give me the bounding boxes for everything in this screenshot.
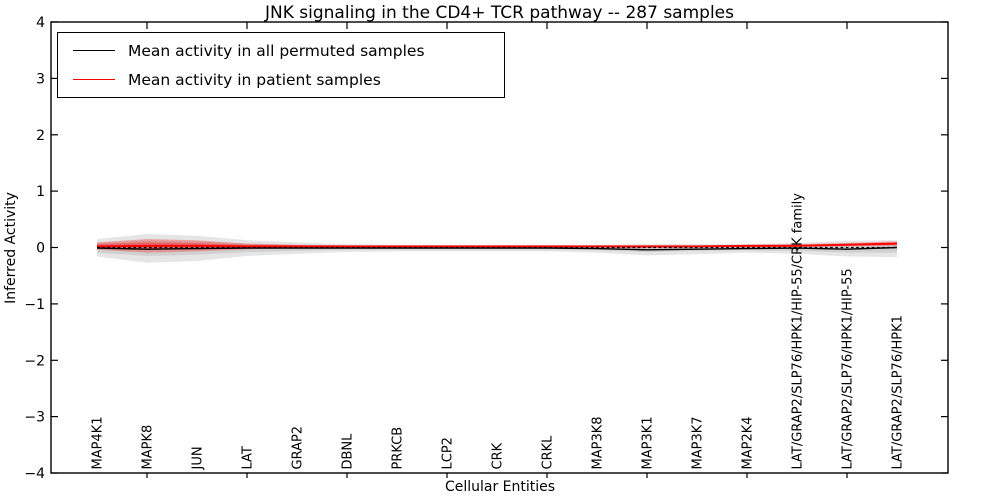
y-tick-label: 0 [36, 241, 45, 257]
legend: Mean activity in all permuted samples Me… [57, 32, 505, 98]
y-tick-label: 3 [36, 71, 45, 87]
legend-item-patient: Mean activity in patient samples [58, 65, 504, 94]
x-tick-label: LAT/GRAP2/SLP76/HPK1/HIP-55/CRK family [791, 193, 806, 470]
x-tick-label: LAT [241, 446, 256, 469]
y-tick-label: 4 [36, 15, 45, 31]
x-tick-label: MAP4K1 [91, 416, 106, 469]
legend-label-patient: Mean activity in patient samples [128, 70, 381, 89]
legend-item-permuted: Mean activity in all permuted samples [58, 36, 504, 65]
x-tick-label: DBNL [341, 433, 356, 470]
y-axis-label: Inferred Activity [3, 192, 19, 304]
y-tick-label: −1 [24, 297, 45, 313]
x-tick-label: MAP3K7 [691, 416, 706, 469]
series-line-permuted [96, 246, 898, 251]
y-tick-label: 2 [36, 128, 45, 144]
legend-line-sample-patient [73, 79, 115, 80]
legend-line-sample-permuted [73, 50, 115, 51]
x-tick-label: GRAP2 [291, 426, 306, 470]
series-line-patient [96, 242, 898, 248]
y-tick-label: −4 [24, 466, 45, 482]
x-tick-label: PRKCB [391, 427, 406, 470]
x-tick-label: LAT/GRAP2/SLP76/HPK1/HIP-55 [841, 268, 856, 469]
x-tick-label: LCP2 [441, 437, 456, 469]
x-tick-label: LAT/GRAP2/SLP76/HPK1 [891, 315, 906, 469]
y-tick-label: −3 [24, 410, 45, 426]
x-tick-label: CRK [491, 442, 506, 469]
legend-label-permuted: Mean activity in all permuted samples [128, 41, 425, 60]
x-tick-label: MAP3K8 [591, 416, 606, 469]
chart-title: JNK signaling in the CD4+ TCR pathway --… [265, 3, 734, 23]
x-tick-label: JUN [191, 446, 206, 470]
x-axis-label: Cellular Entities [444, 479, 556, 495]
x-tick-label: MAP2K4 [741, 416, 756, 469]
y-tick-label: −2 [24, 353, 45, 369]
x-tick-label: MAPK8 [141, 425, 156, 470]
x-tick-label: CRKL [541, 435, 556, 470]
x-tick-label: MAP3K1 [641, 416, 656, 469]
y-tick-label: 1 [36, 184, 45, 200]
